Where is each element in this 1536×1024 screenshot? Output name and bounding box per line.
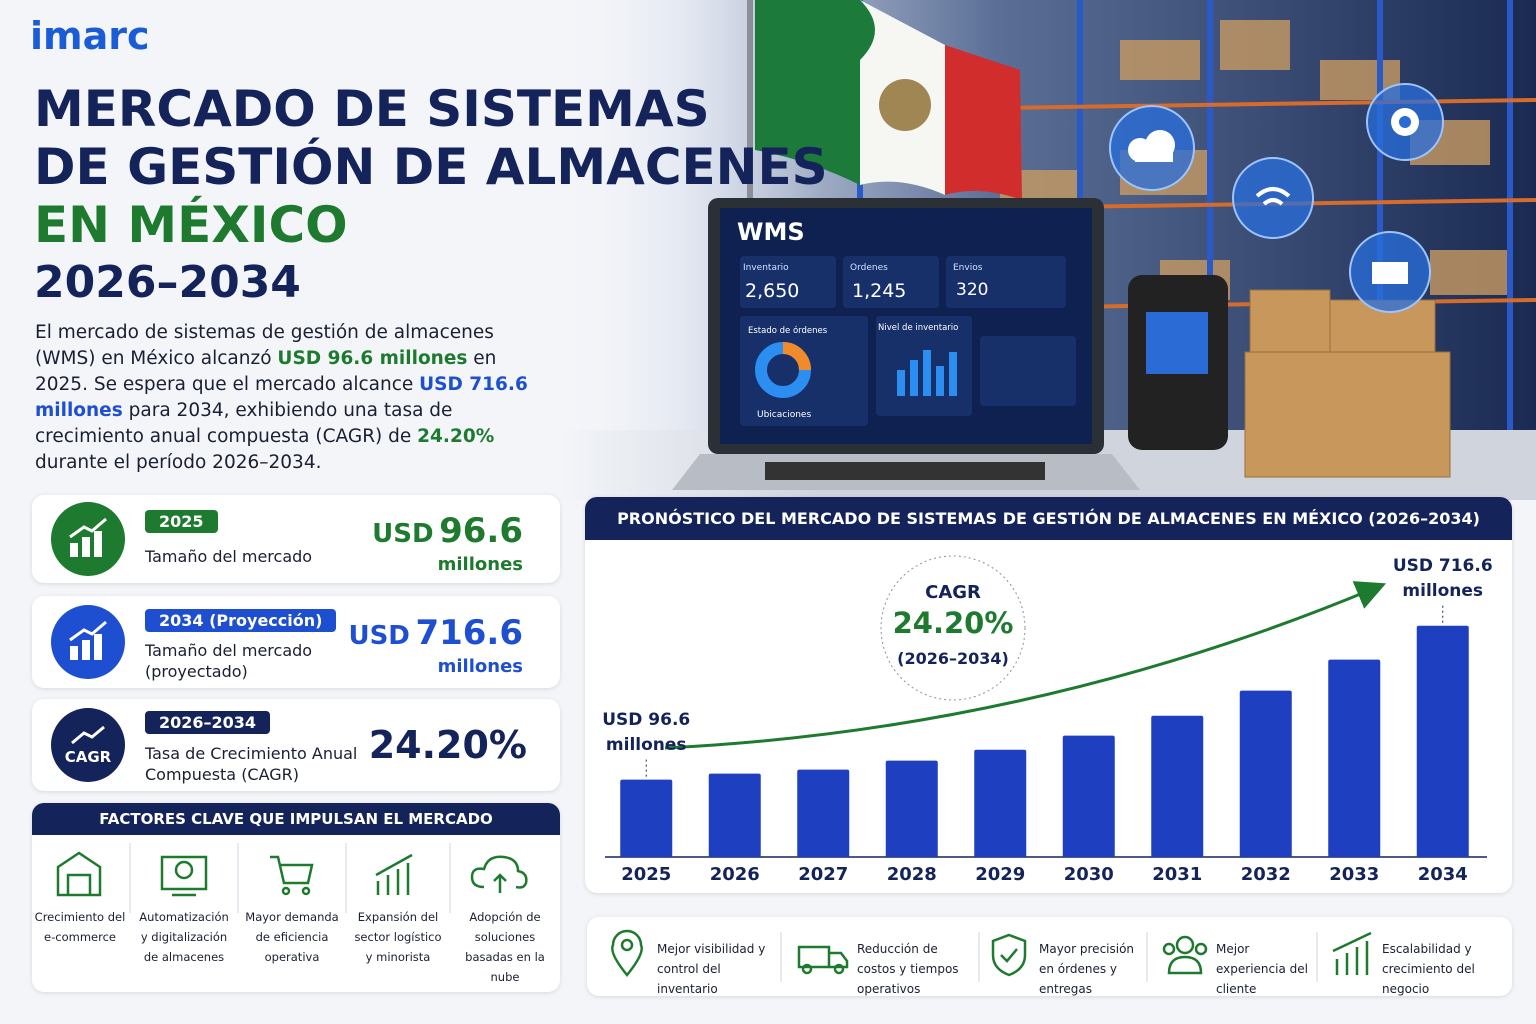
stat-icon [51, 605, 125, 679]
title: MERCADO DE SISTEMAS DE GESTIÓN DE ALMACE… [34, 80, 828, 312]
stat-card: CAGR 2026–2034 Tasa de Crecimiento Anual… [32, 699, 560, 791]
warehouse-photo [560, 0, 1536, 500]
intro-highlight: USD 96.6 millones [277, 348, 468, 369]
intro-highlight: 24.20% [417, 426, 495, 447]
cagr-label: CAGR [925, 582, 981, 603]
benefit-label: Mejor experiencia del cliente [1216, 942, 1308, 996]
intro-highlight: USD 716.6 millones [35, 374, 528, 421]
x-tick-label: 2025 [621, 864, 671, 885]
benefits-panel: Mejor visibilidad y control del inventar… [587, 917, 1512, 996]
factor-label: Mayor demanda de eficiencia operativa [245, 910, 339, 964]
stat-amount: 96.6 [439, 511, 523, 551]
stat-tag: 2025 [145, 510, 218, 533]
stat-tag: 2026–2034 [145, 711, 271, 734]
bar [1239, 690, 1292, 857]
cagr-period: (2026–2034) [897, 649, 1009, 668]
stat-unit: millones [437, 554, 523, 575]
bar [974, 749, 1027, 857]
stat-label: Tamaño del mercado (proyectado) [145, 641, 313, 681]
intro-text: en 2025. Se espera que el mercado alcanc… [35, 348, 497, 395]
stat-value: USD 716.6 [348, 613, 523, 653]
stat-label: Tasa de Crecimiento Anual Compuesta (CAG… [145, 744, 358, 784]
bar [1062, 735, 1115, 857]
stat-currency: USD [372, 519, 434, 549]
stat-value: USD 96.6 [372, 511, 523, 551]
title-highlight: EN MÉXICO [34, 196, 348, 254]
bar [708, 773, 761, 857]
x-tick-label: 2034 [1418, 864, 1468, 885]
screen-panel: Estado de órdenes [748, 326, 828, 336]
intro-text: para 2034, exhibiendo una tasa de crecim… [35, 400, 453, 447]
data-label: USD 716.6 millones [1392, 555, 1493, 601]
kpi-value: 320 [956, 280, 989, 300]
stat-amount: 24.20% [368, 723, 527, 767]
x-tick-label: 2029 [975, 864, 1025, 885]
title-line: DE GESTIÓN DE ALMACENES [34, 138, 828, 196]
factor-label: Expansión del sector logístico y minoris… [354, 910, 442, 964]
period: 2026–2034 [34, 257, 301, 308]
stat-icon [51, 708, 125, 782]
factors-panel: FACTORES CLAVE QUE IMPULSAN EL MERCADO C… [32, 803, 560, 992]
stat-unit: millones [437, 656, 523, 677]
benefit-label: Mayor precisión en órdenes y entregas [1039, 942, 1135, 996]
bar [885, 760, 938, 857]
screen-panel: Ubicaciones [757, 410, 812, 420]
trend-arrow [664, 581, 1387, 750]
benefit-label: Escalabilidad y crecimiento del negocio [1382, 942, 1475, 996]
bar [1328, 659, 1381, 857]
chart-panel: PRONÓSTICO DEL MERCADO DE SISTEMAS DE GE… [585, 497, 1512, 893]
intro: El mercado de sistemas de gestión de alm… [35, 320, 535, 476]
stat-currency: USD [348, 621, 410, 651]
data-label: USD 96.6 millones [602, 709, 691, 755]
intro-text: durante el período 2026–2034. [35, 452, 322, 473]
title-line: MERCADO DE SISTEMAS [34, 80, 710, 138]
kpi-label: Inventario [743, 263, 789, 273]
benefit-label: Mejor visibilidad y control del inventar… [657, 942, 766, 996]
chart-title: PRONÓSTICO DEL MERCADO DE SISTEMAS DE GE… [585, 497, 1512, 540]
stat-card: 2034 (Proyección) Tamaño del mercado (pr… [32, 596, 560, 688]
x-tick-label: 2028 [887, 864, 937, 885]
factor-label: Adopción de soluciones basadas en la nub… [465, 910, 545, 984]
benefit-label: Reducción de costos y tiempos operativos [857, 942, 959, 996]
bar [797, 769, 850, 857]
kpi-value: 2,650 [745, 280, 800, 302]
x-tick-label: 2033 [1329, 864, 1379, 885]
stat-card: 2025 Tamaño del mercado USD 96.6 millone… [32, 495, 560, 583]
screen-panel: Nivel de inventario [878, 323, 959, 333]
bar [1416, 625, 1469, 857]
stat-icon [51, 502, 125, 576]
kpi-value: 1,245 [852, 280, 907, 302]
factor-label: Automatización y digitalización de almac… [139, 910, 229, 964]
screen-title: WMS [737, 218, 805, 246]
x-tick-label: 2030 [1064, 864, 1114, 885]
logo: imarc [30, 14, 150, 58]
benefit-icons [611, 929, 1372, 982]
bar [1151, 715, 1204, 857]
bar [620, 779, 673, 857]
x-tick-label: 2032 [1241, 864, 1291, 885]
factor-label: Crecimiento del e-commerce [34, 910, 126, 944]
x-tick-label: 2031 [1152, 864, 1202, 885]
cagr-value: 24.20% [893, 606, 1014, 640]
stat-label: Tamaño del mercado [145, 547, 313, 566]
cagr-circle [880, 555, 1026, 701]
kpi-label: Ordenes [850, 263, 888, 273]
x-tick-label: 2027 [798, 864, 848, 885]
icon-text: CAGR [64, 748, 112, 766]
intro-text: El mercado de sistemas de gestión de alm… [35, 322, 494, 369]
chart: CAGR 24.20% (2026–2034) 2025 2026 2027 2028… [605, 555, 1487, 885]
kpi-label: Envios [953, 263, 983, 273]
x-tick-label: 2026 [710, 864, 760, 885]
stat-tag: 2034 (Proyección) [145, 609, 337, 632]
factor-icons [56, 843, 528, 913]
factors-title: FACTORES CLAVE QUE IMPULSAN EL MERCADO [32, 803, 560, 835]
stat-amount: 716.6 [415, 613, 523, 653]
